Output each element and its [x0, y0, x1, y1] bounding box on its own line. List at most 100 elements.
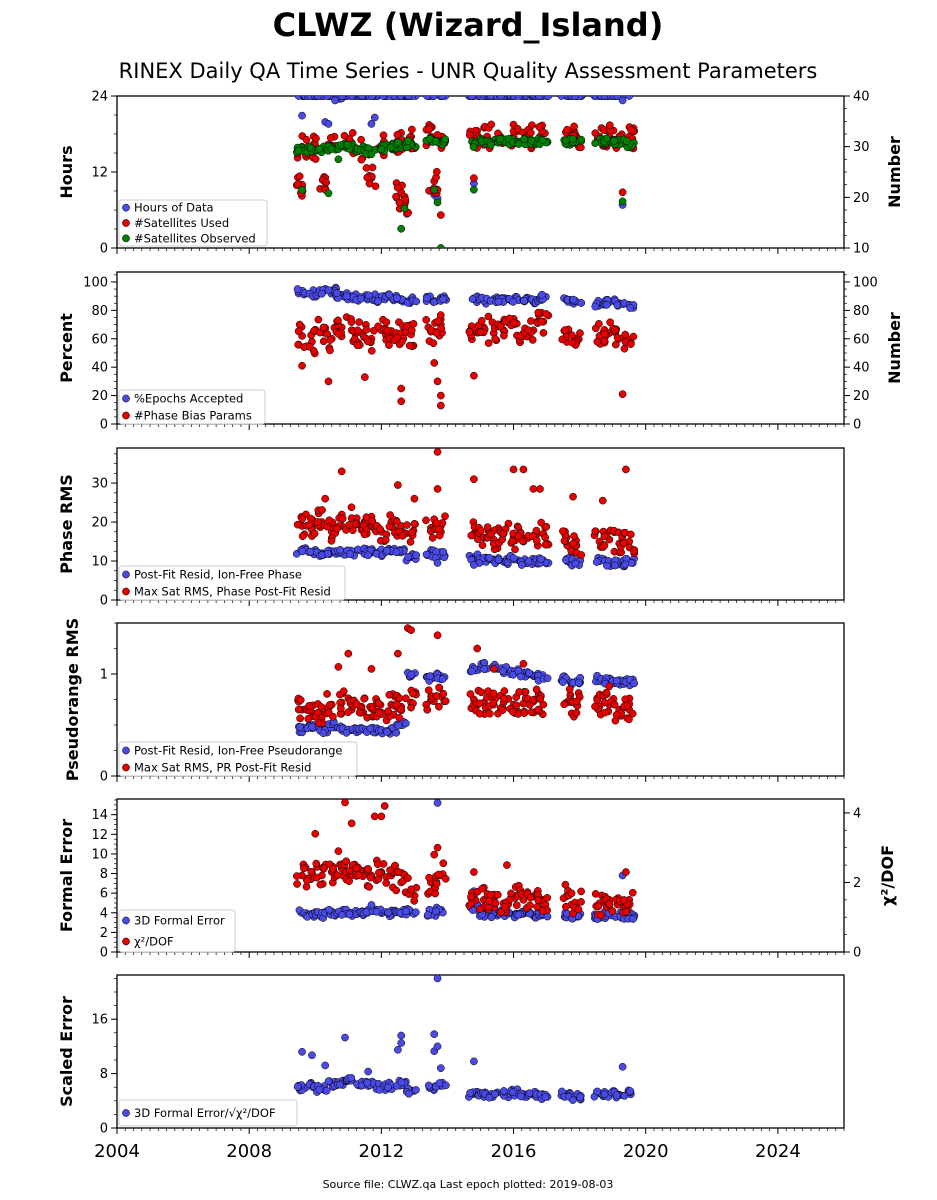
data-point	[381, 536, 390, 545]
data-point	[468, 295, 477, 303]
y-tick-label: 0	[100, 770, 108, 785]
data-point	[629, 332, 638, 341]
data-point	[368, 517, 377, 525]
data-point	[498, 706, 507, 714]
data-point	[352, 864, 361, 873]
y-right-tick-label: 30	[853, 140, 870, 155]
data-point	[295, 320, 304, 329]
data-point	[302, 135, 311, 144]
data-point	[347, 318, 356, 326]
series-2	[293, 448, 639, 559]
y-right-tick-label: 20	[853, 191, 870, 206]
data-point	[343, 141, 352, 149]
data-point	[491, 899, 500, 908]
data-point	[345, 877, 353, 885]
data-point	[364, 291, 373, 300]
y-tick-label: 14	[91, 808, 108, 823]
x-tick-label: 2004	[94, 1141, 140, 1162]
data-point	[398, 532, 407, 540]
data-point	[407, 703, 415, 712]
data-point	[536, 485, 544, 493]
data-point	[379, 131, 388, 140]
data-point	[385, 290, 394, 299]
data-point	[422, 316, 431, 324]
x-tick-label: 2024	[755, 1141, 801, 1162]
y-tick-label: 0	[100, 1122, 108, 1137]
data-point	[465, 131, 474, 139]
data-point	[618, 390, 627, 399]
data-point	[438, 675, 447, 683]
x-tick-label: 2008	[226, 1141, 272, 1162]
data-point	[424, 1081, 433, 1090]
data-point	[611, 561, 619, 570]
y-axis-label: Scaled Error	[57, 996, 76, 1107]
data-point	[293, 880, 301, 888]
legend-marker	[122, 234, 130, 243]
data-point	[392, 548, 401, 557]
data-point	[593, 1087, 602, 1096]
data-point	[436, 391, 445, 400]
legend-label: Max Sat RMS, PR Post-Fit Resid	[134, 761, 311, 775]
data-point	[499, 529, 507, 538]
data-point	[526, 893, 535, 902]
data-point	[334, 316, 342, 325]
data-point	[477, 688, 486, 697]
data-point	[377, 812, 386, 821]
data-marks	[292, 96, 639, 248]
data-point	[423, 96, 431, 100]
data-point	[428, 534, 437, 542]
data-point	[527, 317, 535, 325]
data-point	[512, 701, 521, 710]
series-1	[293, 283, 638, 312]
data-point	[294, 180, 302, 188]
data-point	[296, 696, 305, 704]
data-point	[576, 329, 584, 337]
data-point	[362, 164, 371, 172]
y-right-tick-label: 60	[853, 332, 870, 347]
data-point	[403, 143, 411, 152]
data-point	[433, 485, 442, 493]
data-point	[594, 902, 603, 911]
data-point	[397, 224, 406, 233]
data-point	[439, 859, 448, 868]
data-point	[408, 125, 416, 134]
data-point	[595, 319, 603, 328]
data-point	[513, 124, 522, 133]
series-1	[293, 975, 635, 1104]
data-point	[392, 192, 400, 201]
data-point	[360, 373, 369, 381]
data-point	[425, 873, 433, 882]
data-point	[386, 866, 394, 874]
series-1	[294, 96, 634, 209]
legend-label: Hours of Data	[134, 201, 214, 215]
data-point	[375, 868, 383, 877]
data-point	[362, 325, 371, 334]
data-point	[431, 889, 440, 898]
data-point	[543, 893, 552, 902]
data-point	[403, 521, 411, 529]
data-point	[441, 697, 450, 705]
data-point	[568, 135, 577, 143]
data-point	[517, 561, 526, 569]
data-point	[560, 700, 569, 709]
data-point	[475, 905, 484, 914]
legend: Post-Fit Resid, Ion-Free Pseudorange Max …	[118, 741, 358, 777]
legend-label: 3D Formal Error	[134, 914, 225, 928]
data-point	[372, 907, 381, 916]
data-point	[511, 545, 519, 554]
data-point	[573, 697, 581, 706]
data-point	[404, 96, 413, 100]
data-point	[323, 690, 331, 698]
data-point	[346, 550, 354, 558]
data-point	[592, 558, 601, 566]
data-point	[520, 709, 529, 718]
data-point	[494, 297, 503, 306]
data-point	[378, 96, 387, 100]
data-point	[621, 560, 630, 569]
data-point	[314, 708, 322, 717]
data-point	[487, 913, 496, 922]
series-2	[294, 308, 638, 410]
data-point	[404, 137, 412, 145]
y-axis-label-right: Number	[885, 312, 904, 384]
data-point	[509, 707, 517, 716]
